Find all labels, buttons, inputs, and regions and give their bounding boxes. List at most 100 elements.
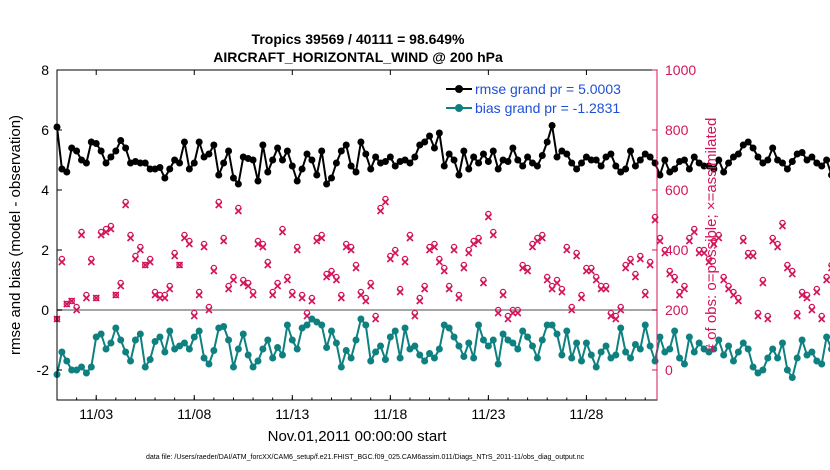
obs-assimilated-point xyxy=(269,291,277,299)
bias-point xyxy=(122,348,130,356)
obs-assimilated-point xyxy=(788,270,796,278)
bias-point xyxy=(519,327,527,335)
bias-point xyxy=(313,318,321,326)
bias-point xyxy=(460,353,468,360)
bias-point xyxy=(391,327,399,335)
bias-point xyxy=(210,347,218,354)
y-left-tick-label: 4 xyxy=(41,182,49,198)
obs-assimilated-point xyxy=(626,258,635,266)
rmse-point xyxy=(401,156,409,164)
rmse-point xyxy=(141,159,149,167)
obs-assimilated-point xyxy=(475,237,483,245)
bias-point xyxy=(117,336,125,344)
bias-point xyxy=(176,342,184,350)
rmse-point xyxy=(288,162,296,170)
obs-assimilated-point xyxy=(283,276,291,284)
bias-point xyxy=(195,327,203,335)
rmse-point xyxy=(543,138,551,146)
bias-point xyxy=(587,351,595,359)
y-right-tick-label: 1000 xyxy=(665,62,696,78)
obs-assimilated-point xyxy=(499,291,507,299)
bias-point xyxy=(823,333,830,341)
obs-assimilated-point xyxy=(298,294,306,302)
bias-point xyxy=(445,324,453,332)
bias-point xyxy=(514,345,522,353)
legend-marker-bias xyxy=(455,104,463,112)
obs-assimilated-point xyxy=(136,246,144,254)
rmse-point xyxy=(524,153,532,161)
obs-assimilated-point xyxy=(548,285,556,293)
rmse-point xyxy=(323,180,331,188)
rmse-point xyxy=(215,171,223,179)
obs-assimilated-point xyxy=(416,297,424,305)
bias-point xyxy=(509,339,517,347)
rmse-point xyxy=(739,141,747,149)
rmse-point xyxy=(578,159,586,167)
bias-point xyxy=(131,336,139,344)
obs-assimilated-point xyxy=(636,255,644,263)
obs-assimilated-point xyxy=(484,213,492,221)
rmse-point xyxy=(622,165,630,173)
rmse-point xyxy=(259,141,267,149)
obs-assimilated-point xyxy=(700,249,708,257)
bias-point xyxy=(185,345,193,353)
bias-point xyxy=(666,345,674,353)
bias-point xyxy=(455,342,463,350)
obs-possible-point xyxy=(176,261,183,269)
rmse-point xyxy=(798,149,806,156)
bias-point xyxy=(710,345,718,353)
obs-assimilated-point xyxy=(337,294,345,302)
obs-assimilated-point xyxy=(430,243,439,251)
rmse-point xyxy=(582,153,590,161)
left-axis-label: rmse and bias (model - observation) xyxy=(7,115,24,355)
bias-point xyxy=(278,351,286,359)
obs-assimilated-point xyxy=(568,306,576,314)
obs-assimilated-point xyxy=(445,285,453,293)
bias-point xyxy=(401,324,409,332)
bias-point xyxy=(671,327,679,335)
bias-point xyxy=(63,357,71,365)
rmse-point xyxy=(78,156,86,164)
rmse-point xyxy=(166,165,174,173)
rmse-point xyxy=(249,156,257,164)
bias-point xyxy=(592,363,600,371)
bias-point xyxy=(489,336,497,344)
rmse-point xyxy=(661,156,669,164)
rmse-point xyxy=(725,159,733,167)
x-axis-label: Nov.01,2011 00:00:00 start xyxy=(268,428,448,445)
obs-assimilated-point xyxy=(421,285,429,293)
bias-point xyxy=(239,330,247,338)
bias-point xyxy=(813,357,821,365)
obs-assimilated-point xyxy=(151,291,159,299)
rmse-point xyxy=(720,168,728,176)
obs-assimilated-point xyxy=(274,282,282,290)
rmse-point xyxy=(671,165,679,173)
rmse-point xyxy=(117,137,125,144)
bias-point xyxy=(288,336,296,344)
obs-assimilated-point xyxy=(117,282,125,290)
rmse-point xyxy=(234,180,242,188)
rmse-point xyxy=(573,165,581,173)
rmse-point xyxy=(749,144,757,152)
bias-point xyxy=(558,351,566,359)
y-right-tick-label: 400 xyxy=(665,242,689,258)
bias-point xyxy=(396,354,404,362)
chart-title-line-2: AIRCRAFT_HORIZONTAL_WIND @ 200 hPa xyxy=(213,49,503,65)
rmse-point xyxy=(494,165,502,173)
obs-assimilated-point xyxy=(514,309,522,317)
rmse-point xyxy=(813,159,821,167)
rmse-point xyxy=(73,147,81,155)
obs-assimilated-point xyxy=(577,294,586,302)
obs-assimilated-point xyxy=(332,276,340,284)
rmse-point xyxy=(778,159,786,167)
bias-point xyxy=(92,333,100,341)
obs-assimilated-point xyxy=(818,315,826,323)
bias-point xyxy=(323,344,331,351)
rmse-point xyxy=(298,165,306,173)
obs-assimilated-point xyxy=(778,222,787,230)
bias-point xyxy=(494,360,502,368)
bias-point xyxy=(283,321,291,329)
rmse-point xyxy=(592,156,600,164)
bias-point xyxy=(97,330,105,338)
rmse-point xyxy=(254,177,262,185)
